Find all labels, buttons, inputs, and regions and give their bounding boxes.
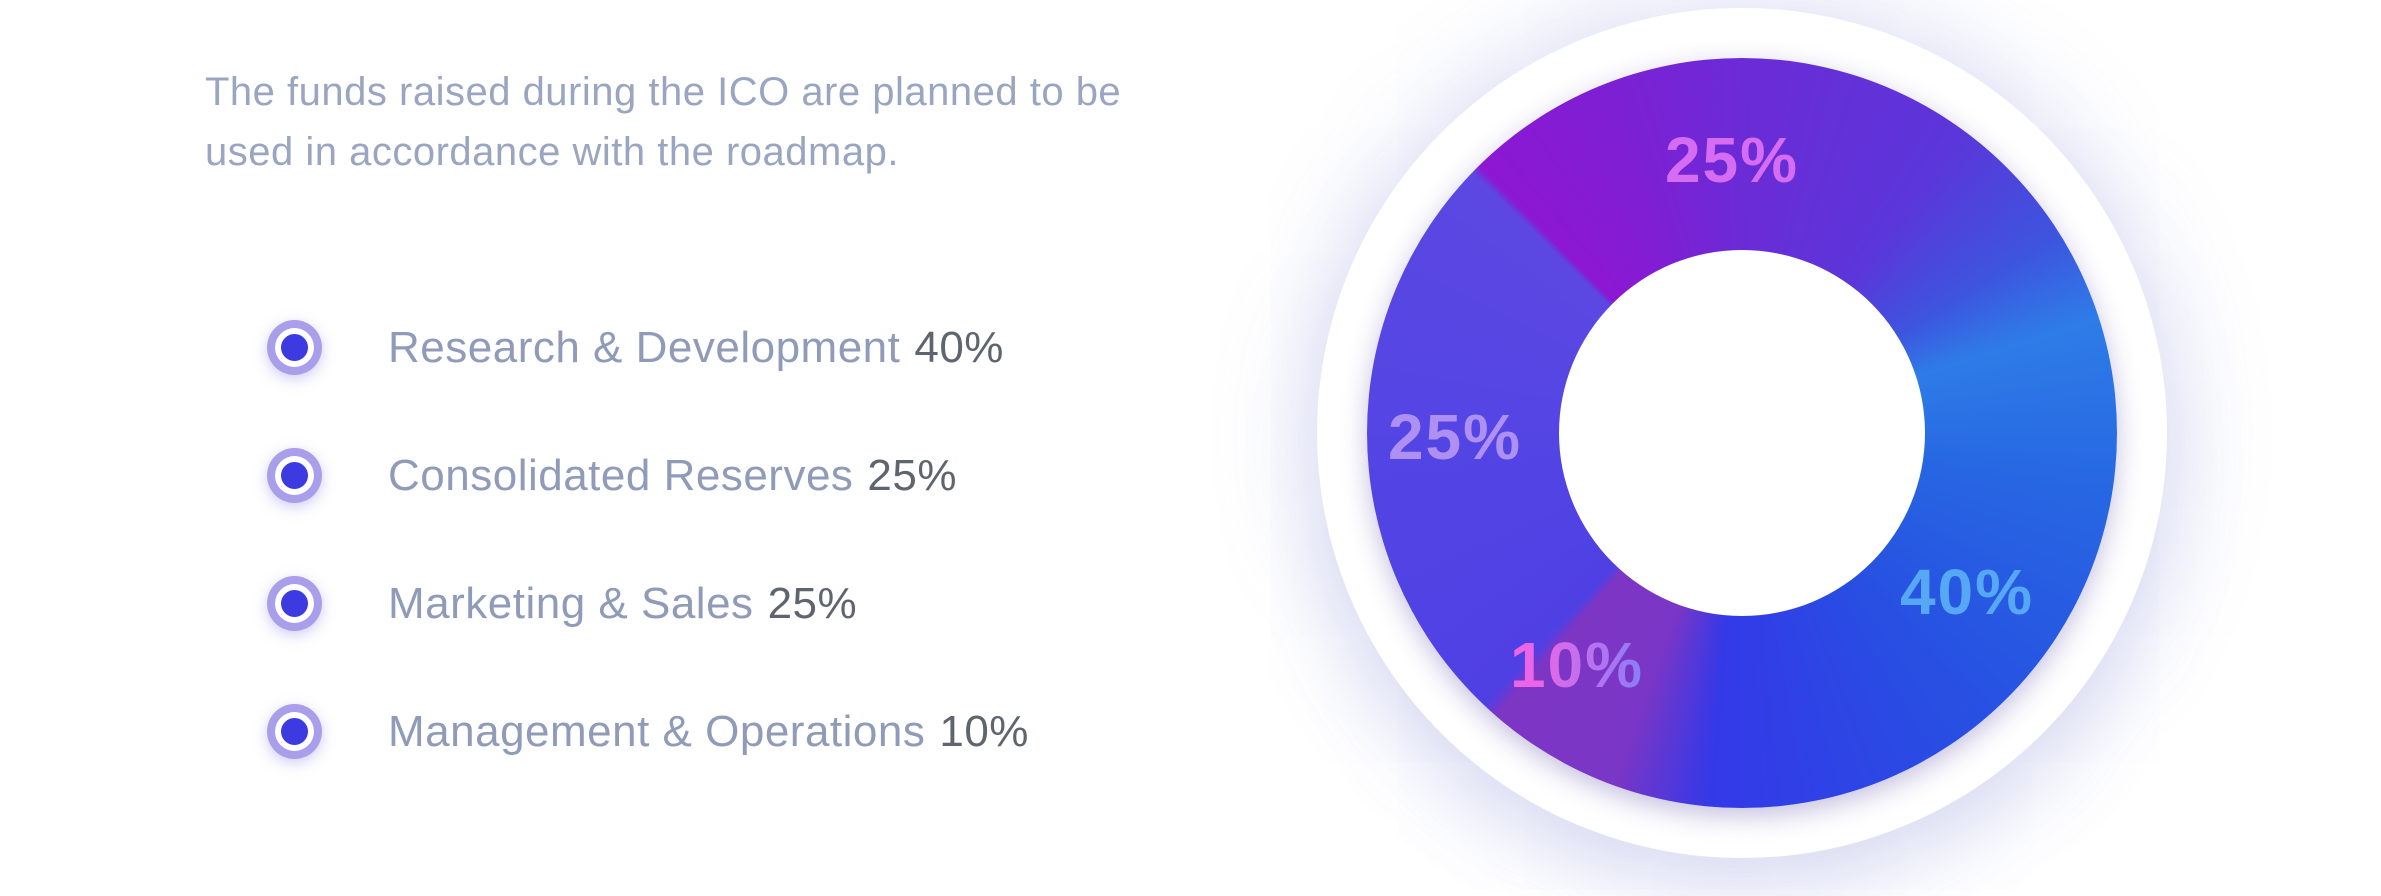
legend-item-value: 25% bbox=[767, 578, 858, 628]
legend-item-label: Consolidated Reserves bbox=[388, 450, 854, 500]
slice-label-10: 10% bbox=[1509, 629, 1645, 701]
bullet-dot bbox=[281, 590, 308, 617]
legend-item-value: 10% bbox=[939, 706, 1029, 756]
donut-hole bbox=[1559, 250, 1925, 616]
radio-bullet-icon bbox=[267, 448, 322, 503]
slice-label-25-left: 25% bbox=[1387, 401, 1523, 473]
legend-item: Marketing & Sales 25% bbox=[267, 576, 1029, 631]
legend-item-label: Marketing & Sales bbox=[388, 578, 754, 628]
legend-item-text: Management & Operations 10% bbox=[388, 707, 1029, 757]
bullet-gap bbox=[275, 712, 314, 751]
legend-item-label: Management & Operations bbox=[388, 706, 926, 756]
bullet-gap bbox=[275, 584, 314, 623]
radio-bullet-icon bbox=[267, 320, 322, 375]
bullet-dot bbox=[281, 334, 308, 361]
radio-bullet-icon bbox=[267, 704, 322, 759]
legend-item-label: Research & Development bbox=[388, 322, 901, 372]
bullet-dot bbox=[281, 462, 308, 489]
intro-text: The funds raised during the ICO are plan… bbox=[205, 70, 1122, 174]
bullet-dot bbox=[281, 718, 308, 745]
legend-item-text: Marketing & Sales 25% bbox=[388, 579, 857, 629]
legend-item-text: Consolidated Reserves 25% bbox=[388, 451, 957, 501]
legend-item: Research & Development 40% bbox=[267, 320, 1029, 375]
radio-bullet-icon bbox=[267, 576, 322, 631]
donut-chart-area: 25% 25% 10% 40% bbox=[1317, 8, 2167, 858]
legend-item: Management & Operations 10% bbox=[267, 704, 1029, 759]
legend-item-text: Research & Development 40% bbox=[388, 323, 1004, 373]
bullet-gap bbox=[275, 456, 314, 495]
slice-label-40: 40% bbox=[1899, 556, 2035, 628]
legend-item-value: 40% bbox=[914, 322, 1004, 372]
legend-item-value: 25% bbox=[867, 450, 957, 500]
funds-legend: Research & Development 40% Consolidated R… bbox=[267, 320, 1029, 832]
bullet-gap bbox=[275, 328, 314, 367]
slice-label-25-top: 25% bbox=[1664, 124, 1800, 196]
legend-item: Consolidated Reserves 25% bbox=[267, 448, 1029, 503]
